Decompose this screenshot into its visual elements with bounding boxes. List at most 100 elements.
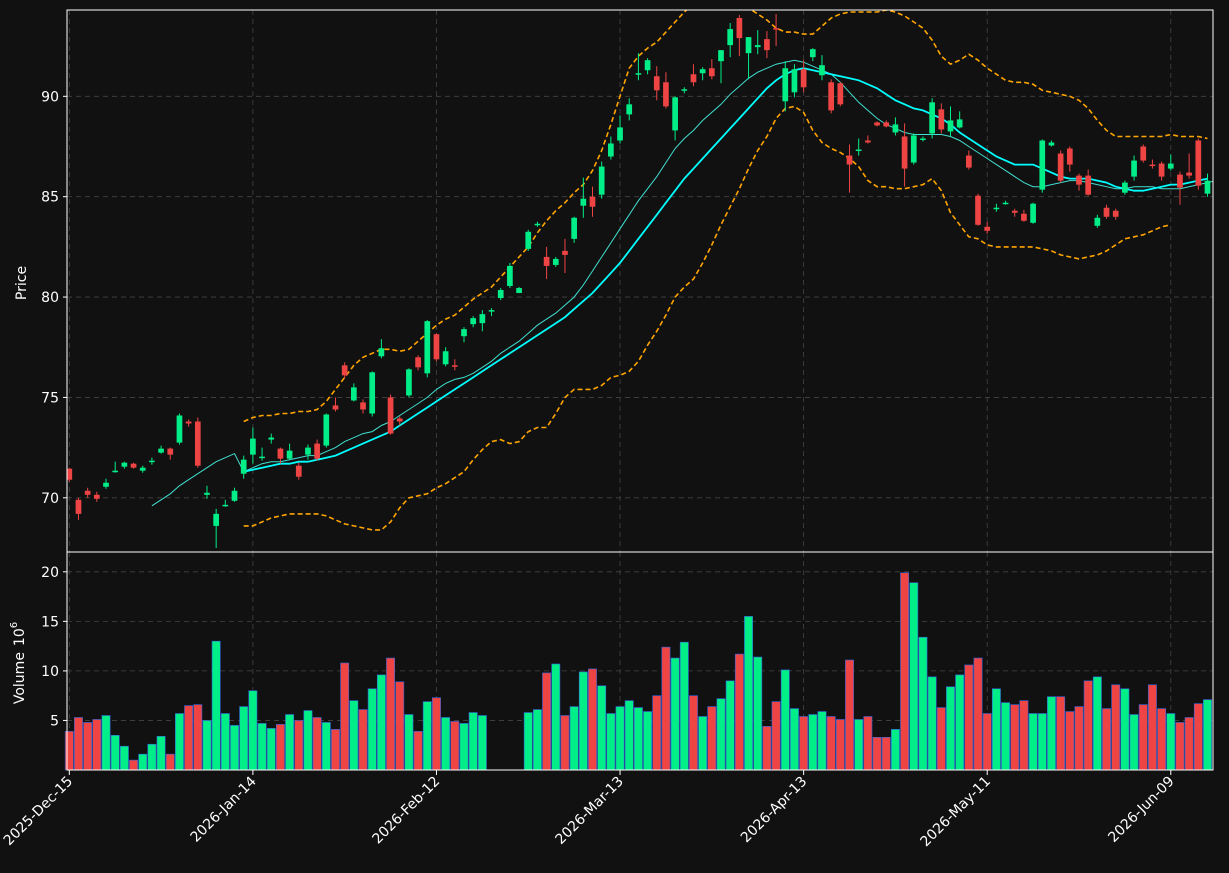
volume-bar xyxy=(358,709,368,771)
candle xyxy=(552,256,559,267)
volume-axis-unit: 10 xyxy=(12,628,28,646)
volume-bar xyxy=(835,719,845,771)
candle xyxy=(1131,155,1137,181)
candle xyxy=(571,216,577,243)
volume-bar xyxy=(321,722,331,771)
price-tick-label: 75 xyxy=(41,390,59,406)
candle xyxy=(855,138,862,156)
candle-body xyxy=(1177,174,1183,188)
volume-bar xyxy=(110,735,120,771)
candle-body xyxy=(1011,210,1018,213)
volume-bar xyxy=(413,731,423,771)
volume-bar xyxy=(193,704,203,771)
volume-bar xyxy=(707,706,717,771)
volume-bar xyxy=(955,674,965,771)
candle xyxy=(846,144,853,193)
candle-body xyxy=(360,402,366,410)
volume-bar xyxy=(881,736,891,771)
candle xyxy=(644,58,651,75)
candle xyxy=(883,120,890,128)
volume-bar xyxy=(404,714,414,771)
candle xyxy=(1057,150,1064,183)
candle-body xyxy=(1030,203,1036,223)
candle xyxy=(892,117,899,136)
candle-body xyxy=(323,414,330,446)
candle xyxy=(773,14,779,47)
candle xyxy=(194,417,201,468)
candle xyxy=(993,203,1000,212)
candle xyxy=(617,115,623,144)
candle-body xyxy=(1057,153,1064,181)
volume-bar xyxy=(578,671,588,771)
candle xyxy=(635,53,642,81)
candle xyxy=(543,246,550,279)
candle xyxy=(865,135,871,144)
candle xyxy=(534,221,541,227)
candle xyxy=(947,106,954,137)
candle-body xyxy=(341,365,348,376)
volume-bar xyxy=(1120,688,1130,771)
volume-bar xyxy=(165,753,175,771)
candle-body xyxy=(176,415,183,443)
volume-bar xyxy=(1111,684,1121,771)
candle-body xyxy=(1204,180,1211,194)
volume-bar xyxy=(615,706,625,771)
candle-body xyxy=(112,470,119,473)
candle xyxy=(1177,171,1183,205)
candle xyxy=(130,462,137,469)
candle xyxy=(277,447,284,464)
candle-body xyxy=(617,127,623,141)
volume-bar xyxy=(624,700,634,771)
candle xyxy=(984,221,991,234)
volume-bar xyxy=(817,711,827,771)
candle xyxy=(809,48,816,62)
candle-body xyxy=(699,69,706,74)
candle xyxy=(653,66,660,101)
volume-bar xyxy=(1001,702,1010,771)
candle xyxy=(920,136,926,142)
volume-bar xyxy=(450,721,460,771)
candle-body xyxy=(213,513,220,526)
candle-body xyxy=(663,82,669,107)
candle xyxy=(103,478,109,489)
candle xyxy=(626,98,633,121)
candle-body xyxy=(764,39,770,51)
candle-body xyxy=(231,490,238,501)
volume-bar xyxy=(1157,708,1167,771)
volume-bar xyxy=(744,616,753,771)
ma-fast-line xyxy=(151,59,1213,507)
candle-body xyxy=(240,459,247,474)
candle-body xyxy=(185,421,192,424)
candle xyxy=(1011,208,1018,217)
volume-bar xyxy=(138,753,148,771)
candle-body xyxy=(194,421,201,466)
candle xyxy=(231,487,238,502)
volume-bar xyxy=(275,724,285,771)
volume-bar xyxy=(872,736,882,771)
candle-body xyxy=(708,68,715,77)
candle xyxy=(185,419,192,427)
volume-bar xyxy=(395,681,405,771)
candle-body xyxy=(653,76,660,91)
volume-bar xyxy=(542,672,552,771)
volume-bar xyxy=(560,715,570,771)
volume-bar xyxy=(716,698,726,771)
volume-bar xyxy=(1102,708,1111,771)
candle xyxy=(415,355,421,371)
candle xyxy=(580,177,587,218)
volume-bar xyxy=(964,664,974,771)
candle xyxy=(112,461,119,473)
volume-bar xyxy=(303,710,313,771)
volume-bar xyxy=(523,712,533,771)
volume-bar xyxy=(1166,713,1176,771)
candle-body xyxy=(1094,217,1101,226)
candle xyxy=(1122,180,1128,195)
volume-bar xyxy=(147,743,157,771)
price-y-ticks: 70 75 80 85 90 xyxy=(41,89,67,507)
volume-axis-label: Volume 106 xyxy=(9,622,28,704)
candle-body xyxy=(773,28,779,30)
candle xyxy=(1076,173,1082,191)
candle xyxy=(929,98,935,139)
candle-body xyxy=(286,450,293,459)
